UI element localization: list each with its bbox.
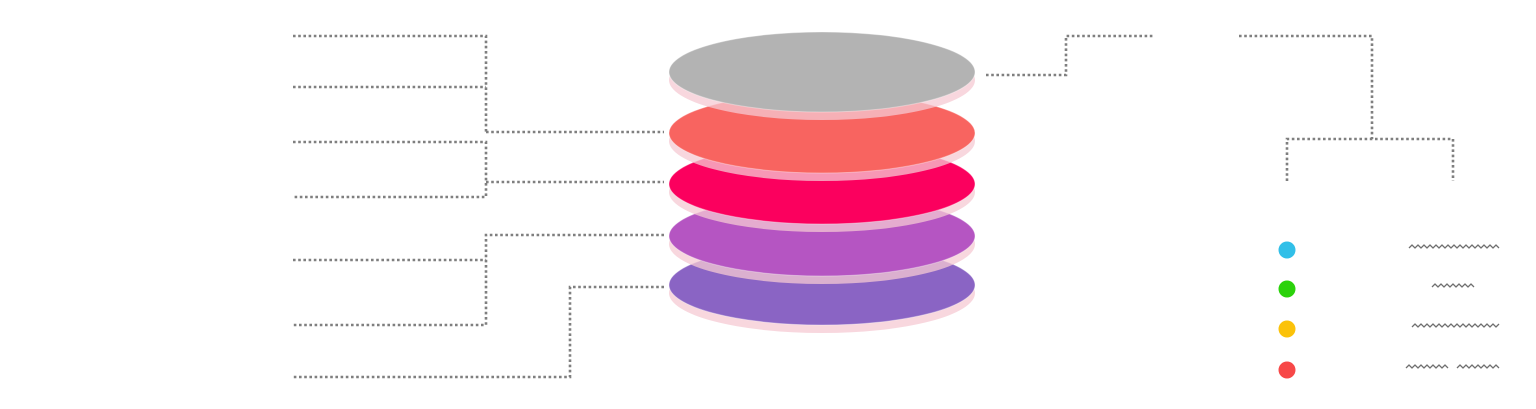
left-connectors bbox=[293, 34, 664, 379]
right-connector-top bbox=[986, 34, 1153, 77]
left-connector-8 bbox=[293, 285, 664, 379]
legend-placeholder-text bbox=[1456, 364, 1500, 369]
legend-item-blue bbox=[1278, 241, 1500, 259]
legend-placeholder-text bbox=[1405, 364, 1449, 369]
layer-stack bbox=[668, 31, 976, 333]
legend-item-green bbox=[1278, 280, 1475, 298]
legend bbox=[1278, 241, 1500, 379]
legend-item-yellow bbox=[1278, 320, 1500, 338]
left-connector-4 bbox=[293, 140, 488, 199]
legend-placeholder-text bbox=[1431, 283, 1475, 288]
right-connector-tree-root bbox=[1239, 34, 1374, 139]
legend-swatch-blue bbox=[1278, 241, 1296, 259]
legend-swatch-red bbox=[1278, 361, 1296, 379]
disc-layer-top bbox=[668, 31, 976, 120]
right-connector-tree-branches bbox=[1285, 137, 1455, 181]
left-connector-1 bbox=[293, 34, 488, 132]
legend-swatch-yellow bbox=[1278, 320, 1296, 338]
right-connectors bbox=[986, 34, 1455, 181]
legend-placeholder-text bbox=[1411, 323, 1500, 328]
legend-swatch-green bbox=[1278, 280, 1296, 298]
legend-item-red bbox=[1278, 361, 1500, 379]
legend-placeholder-text bbox=[1408, 244, 1500, 249]
left-connector-7 bbox=[293, 233, 664, 327]
disc-face bbox=[668, 31, 976, 113]
